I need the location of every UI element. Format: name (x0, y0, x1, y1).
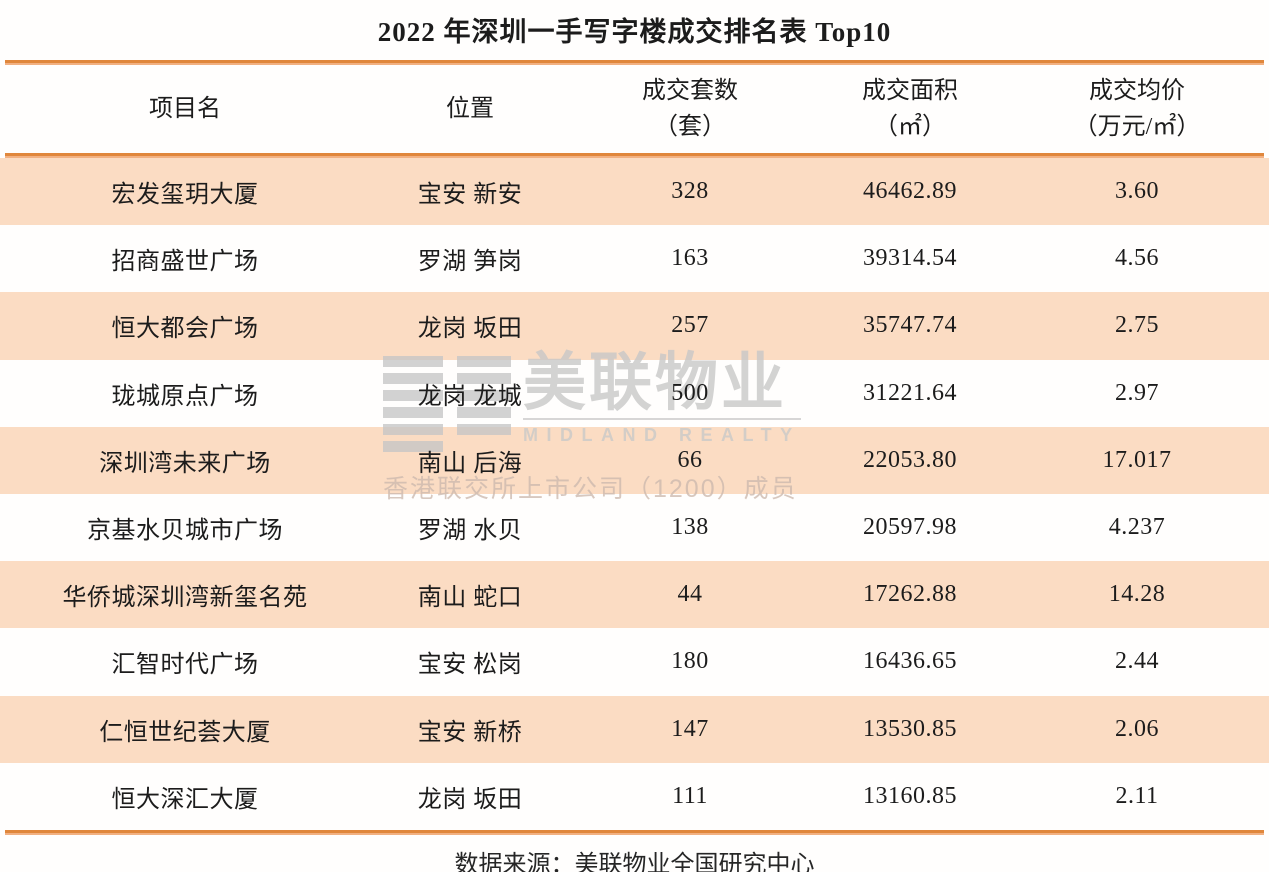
table-cell-project: 京基水贝城市广场 (87, 518, 283, 545)
table-cell-avg_price: 2.44 (1115, 648, 1159, 675)
table-cell-area: 31221.64 (863, 379, 957, 406)
column-header-2: 成交套数 （套） (642, 78, 738, 140)
table-cell-units: 111 (672, 782, 708, 809)
table-cell-area: 17262.88 (863, 581, 957, 608)
table-cell-location: 龙岗 龙城 (417, 383, 523, 410)
table-cell-area: 13160.85 (863, 782, 957, 809)
table-row: 华侨城深圳湾新玺名苑 南山 蛇口 44 17262.88 14.28 (0, 561, 1269, 629)
table-cell-area: 46462.89 (863, 178, 957, 205)
column-header-4: 成交均价 （万元/㎡） (1073, 78, 1201, 140)
table-cell-area: 22053.80 (863, 446, 957, 473)
table-row: 汇智时代广场 宝安 松岗 180 16436.65 2.44 (0, 628, 1269, 695)
table-cell-location: 宝安 新桥 (417, 719, 523, 746)
table-cell-units: 44 (677, 581, 703, 608)
table-cell-avg_price: 2.06 (1115, 715, 1159, 742)
table-body: 宏发玺玥大厦 宝安 新安 328 46462.89 3.60 招商盛世广场 罗湖 笋岗 163… (0, 158, 1269, 830)
table-cell-project: 仁恒世纪荟大厦 (99, 719, 271, 746)
table-cell-avg_price: 17.017 (1102, 446, 1172, 473)
column-header-3: 成交面积 （㎡） (862, 78, 958, 140)
divider-bottom (5, 829, 1264, 835)
table-cell-avg_price: 14.28 (1108, 581, 1166, 608)
table-cell-area: 39314.54 (863, 245, 957, 272)
column-header-1: 位置 (446, 96, 494, 122)
table-cell-avg_price: 4.56 (1115, 245, 1159, 272)
table-cell-location: 龙岗 坂田 (417, 316, 523, 343)
table-cell-avg_price: 2.11 (1115, 782, 1159, 809)
divider-under-header (5, 153, 1264, 158)
divider-top (5, 60, 1264, 65)
table-cell-location: 宝安 松岗 (417, 652, 523, 679)
table-cell-location: 罗湖 水贝 (417, 518, 523, 545)
table-row: 招商盛世广场 罗湖 笋岗 163 39314.54 4.56 (0, 225, 1269, 292)
table-cell-units: 328 (671, 178, 709, 205)
table-cell-units: 138 (671, 514, 709, 541)
table-cell-project: 招商盛世广场 (111, 249, 259, 276)
table-cell-project: 恒大深汇大厦 (111, 786, 259, 813)
table-cell-area: 20597.98 (863, 514, 957, 541)
table-row: 宏发玺玥大厦 宝安 新安 328 46462.89 3.60 (0, 158, 1269, 226)
table-cell-avg_price: 4.237 (1108, 514, 1166, 541)
table-cell-units: 147 (671, 715, 709, 742)
table-cell-units: 66 (677, 446, 703, 473)
table-header-row: 项目名 位置 成交套数 （套） 成交面积 （㎡） 成交均价 （万元/㎡） (0, 65, 1269, 153)
table-cell-location: 南山 后海 (417, 450, 523, 477)
table-cell-project: 宏发玺玥大厦 (111, 182, 259, 209)
table-cell-units: 257 (671, 312, 709, 339)
table-cell-location: 南山 蛇口 (417, 585, 523, 612)
data-source-note: 数据来源：美联物业全国研究中心 (454, 851, 815, 872)
table-row: 恒大深汇大厦 龙岗 坂田 111 13160.85 2.11 (0, 763, 1269, 830)
table-cell-avg_price: 2.75 (1115, 312, 1159, 339)
table-row: 恒大都会广场 龙岗 坂田 257 35747.74 2.75 (0, 292, 1269, 360)
table-cell-project: 深圳湾未来广场 (99, 450, 271, 477)
table-cell-project: 汇智时代广场 (111, 652, 259, 679)
table-row: 京基水贝城市广场 罗湖 水贝 138 20597.98 4.237 (0, 494, 1269, 561)
table-cell-location: 罗湖 笋岗 (417, 249, 523, 276)
table-cell-project: 华侨城深圳湾新玺名苑 (62, 585, 308, 612)
table-cell-units: 180 (671, 648, 709, 675)
table-cell-units: 500 (671, 379, 709, 406)
table-cell-units: 163 (671, 245, 709, 272)
table-row: 深圳湾未来广场 南山 后海 66 22053.80 17.017 (0, 426, 1269, 494)
column-header-0: 项目名 (149, 96, 221, 122)
page-title: 2022 年深圳一手写字楼成交排名表 Top10 (377, 17, 892, 47)
table-cell-project: 恒大都会广场 (111, 316, 259, 343)
table-cell-project: 珑城原点广场 (111, 383, 259, 410)
table-cell-area: 13530.85 (863, 715, 957, 742)
table-row: 珑城原点广场 龙岗 龙城 500 31221.64 2.97 (0, 360, 1269, 427)
table-row: 仁恒世纪荟大厦 宝安 新桥 147 13530.85 2.06 (0, 695, 1269, 763)
table-cell-area: 16436.65 (863, 648, 957, 675)
table-cell-location: 龙岗 坂田 (417, 786, 523, 813)
table-cell-location: 宝安 新安 (417, 182, 523, 209)
table-cell-area: 35747.74 (863, 312, 957, 339)
table-cell-avg_price: 2.97 (1115, 379, 1159, 406)
table-cell-avg_price: 3.60 (1115, 178, 1159, 205)
